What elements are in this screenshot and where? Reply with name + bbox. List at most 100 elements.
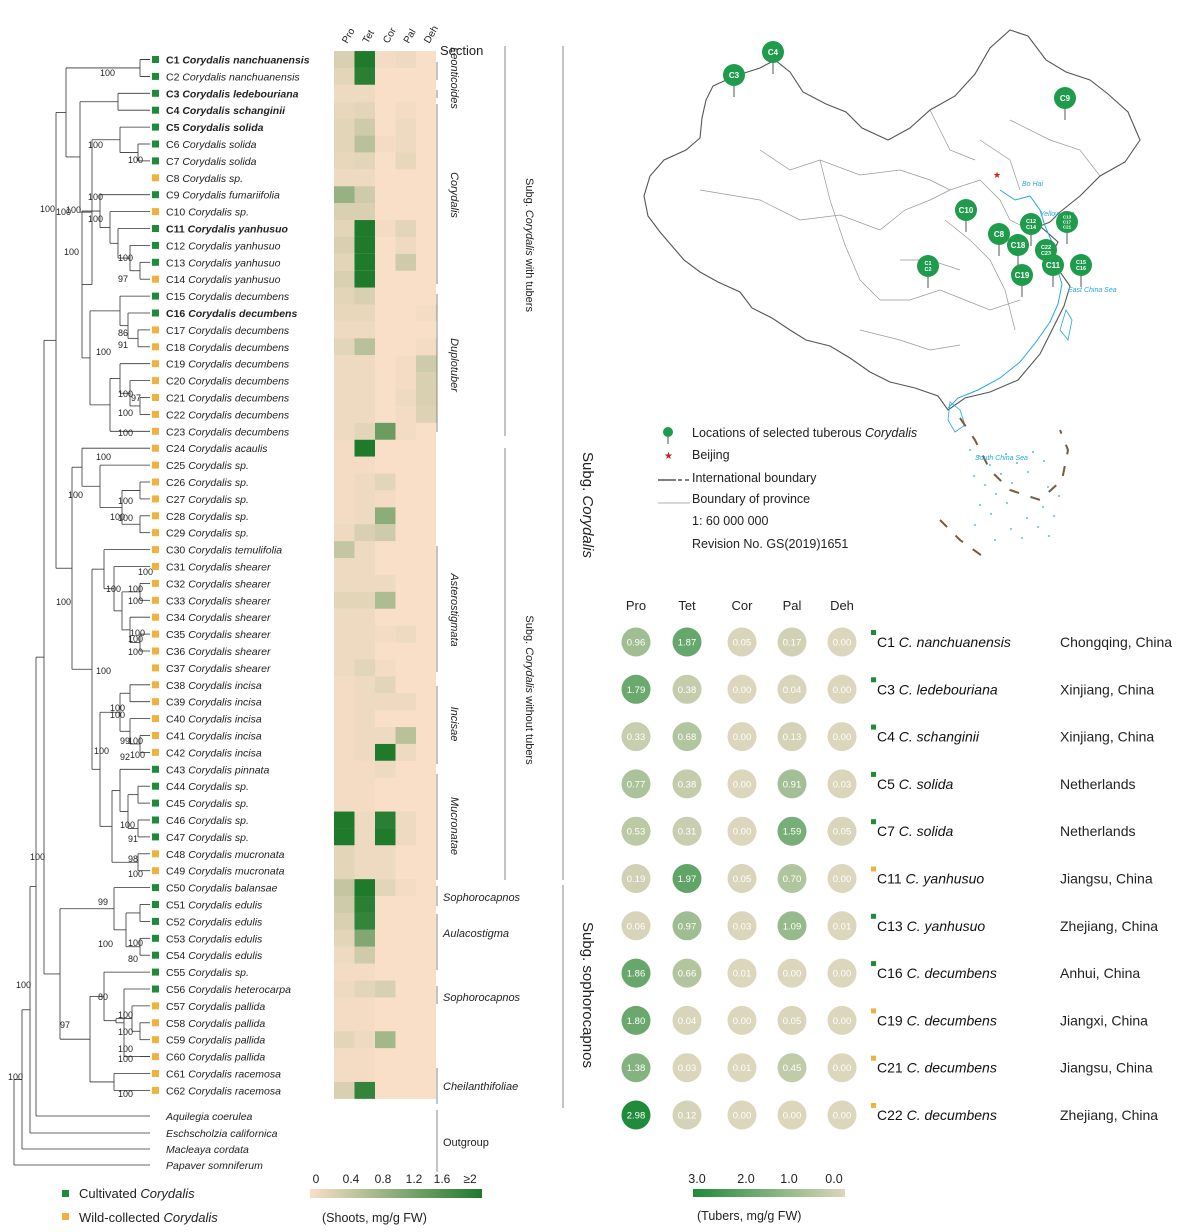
tuber-dot-C5-Cor [727, 769, 757, 799]
tuber-dot-label: 0.00 [733, 779, 752, 790]
tuber-row-marker [871, 677, 876, 683]
bootstrap-value: 100 [88, 140, 103, 150]
species-name: Corydalis racemosa [188, 1069, 281, 1081]
section-label: Sophorocapnos [443, 892, 521, 904]
tuber-row-location: Jiangsu, China [1060, 871, 1153, 887]
heatmap-cell-C35-Cor [375, 625, 396, 643]
species-id: C46 [166, 815, 188, 827]
tuber-row-location: Netherlands [1060, 823, 1136, 839]
species-name: Corydalis decumbens [188, 291, 290, 303]
tuber-row-location: Zhejiang, China [1060, 918, 1158, 934]
heatmap-cell-C22-Tet [354, 405, 375, 423]
shoot-colorbar: 0 0.4 0.8 1.2 1.6 ≥2 (Shoots, mg/g FW) [310, 1172, 482, 1225]
species-label-C44: C44 Corydalis sp. [166, 781, 249, 793]
heatmap-cell-C9-Pro [334, 186, 355, 204]
heatmap-cell-C17-Pro [334, 321, 355, 339]
species-name: Corydalis incisa [188, 731, 262, 743]
bootstrap-value: 100 [118, 1089, 133, 1099]
tuber-dot-C3-Deh [827, 674, 857, 704]
heatmap-column-header: Pro [340, 26, 358, 45]
tuber-dot-C13-Tet [672, 911, 702, 941]
marker-circle [955, 199, 977, 221]
species-label-C58: C58 Corydalis pallida [166, 1018, 265, 1030]
island-dot [1031, 497, 1033, 499]
tuber-dot-label: 0.68 [678, 732, 697, 743]
tuber-dot-label: 0.06 [627, 921, 646, 932]
heatmap-cell-C29-Pro [334, 524, 355, 542]
species-id: C33 [166, 595, 188, 607]
species-marker-C32 [152, 579, 159, 587]
heatmap-cell-C16-Deh [416, 304, 437, 322]
tuber-dot-C19-Cor [727, 1005, 757, 1035]
heatmap-cell-C32-Pro [334, 574, 355, 592]
species-name: Corydalis decumbens [188, 426, 290, 438]
marker-label: C18 [1011, 241, 1026, 250]
heatmap-cell-C17-Tet [354, 321, 375, 339]
bootstrap-value: 100 [118, 496, 133, 506]
species-id: C5 [166, 122, 182, 134]
species-marker-C52 [152, 917, 159, 925]
species-marker-C14 [152, 275, 159, 283]
legend-revision: Revision No. GS(2019)1651 [692, 537, 848, 551]
heatmap-cell-C32-Tet [354, 574, 375, 592]
species-id: C15 [166, 291, 188, 303]
shoot-colorbar-tick: 0 [313, 1172, 320, 1186]
island-dot [1042, 506, 1044, 508]
heatmap-cell-C58-Tet [354, 1014, 375, 1032]
species-name: Corydalis temulifolia [188, 545, 282, 557]
tuber-dot-label: 0.05 [733, 638, 752, 649]
heatmap-cell-C29-Tet [354, 524, 375, 542]
subgenus-corydalis-label: Subg. Corydalis [579, 452, 596, 558]
shoot-colorbar-tick: 0.8 [375, 1172, 392, 1186]
heatmap-cell-C5-Pal [395, 118, 416, 136]
heatmap-cell-C36-Tet [354, 642, 375, 660]
species-id: C22 [166, 409, 188, 421]
heatmap-cell-C7-Pro [334, 152, 355, 170]
heatmap-cell-C51-Pro [334, 896, 355, 913]
species-label-C29: C29 Corydalis sp. [166, 528, 249, 540]
species-marker-C18 [152, 343, 159, 351]
heatmap-cell-C28-Pro [334, 507, 355, 525]
tuber-row-C21: 1.38 0.03 0.01 0.45 0.00 C21 C. decumbens Jian… [621, 1053, 1153, 1083]
tuber-dot-C7-Tet [672, 816, 702, 846]
species-name: Corydalis sp. [188, 815, 249, 827]
tuber-colorbar-tick: 1.0 [780, 1172, 797, 1186]
marker-label: C8 [994, 230, 1005, 239]
tuber-row-id: C11 [877, 871, 906, 887]
heatmap-cell-C20-Pro [334, 372, 355, 390]
species-name: Corydalis decumbens [188, 359, 290, 371]
species-name: Corydalis yanhusuo [188, 240, 280, 252]
species-marker-C55 [152, 968, 159, 976]
species-id: C25 [166, 460, 188, 472]
bootstrap-value: 100 [110, 703, 125, 713]
cultivated-legend-swatch [62, 1190, 69, 1197]
species-name: Corydalis yanhusuo [188, 224, 289, 236]
marker-circle [1070, 254, 1092, 276]
tuber-row-species: C22 C. decumbens [877, 1107, 997, 1123]
tuber-row-name: C. schanginii [899, 729, 980, 745]
bootstrap-value: 100 [118, 1044, 133, 1054]
tuber-dot-C19-Tet [672, 1005, 702, 1035]
outgroup-label: Macleaya cordata [166, 1144, 249, 1156]
tuber-dot-C11-Deh [827, 864, 857, 893]
island-dot [1021, 537, 1023, 539]
tuber-row-species: C13 C. yanhusuo [877, 918, 985, 934]
tuber-dot-label: 0.03 [733, 921, 752, 932]
species-label-C36: C36 Corydalis shearer [166, 646, 271, 658]
species-label-C8: C8 Corydalis sp. [166, 173, 243, 185]
species-name: Corydalis shearer [188, 612, 271, 624]
heatmap-cell-C42-Pal [395, 743, 416, 761]
tuber-row-C3: 1.79 0.38 0.00 0.04 0.00 C3 C. ledebouriana Xi… [621, 674, 1154, 704]
outgroup-label: Aquilegia coerulea [165, 1111, 253, 1123]
tuber-row-marker [871, 1103, 876, 1108]
heatmap-cell-C24-Tet [354, 439, 375, 457]
species-marker-C10 [152, 208, 159, 216]
bootstrap-value: 92 [120, 752, 130, 762]
island-dot [979, 504, 981, 506]
bootstrap-value: 80 [128, 954, 138, 964]
tuber-row-location: Xinjiang, China [1060, 729, 1154, 745]
bootstrap-value: 100 [128, 938, 143, 948]
tuber-dot-label: 0.00 [783, 969, 802, 980]
species-name: Corydalis mucronata [188, 866, 284, 878]
